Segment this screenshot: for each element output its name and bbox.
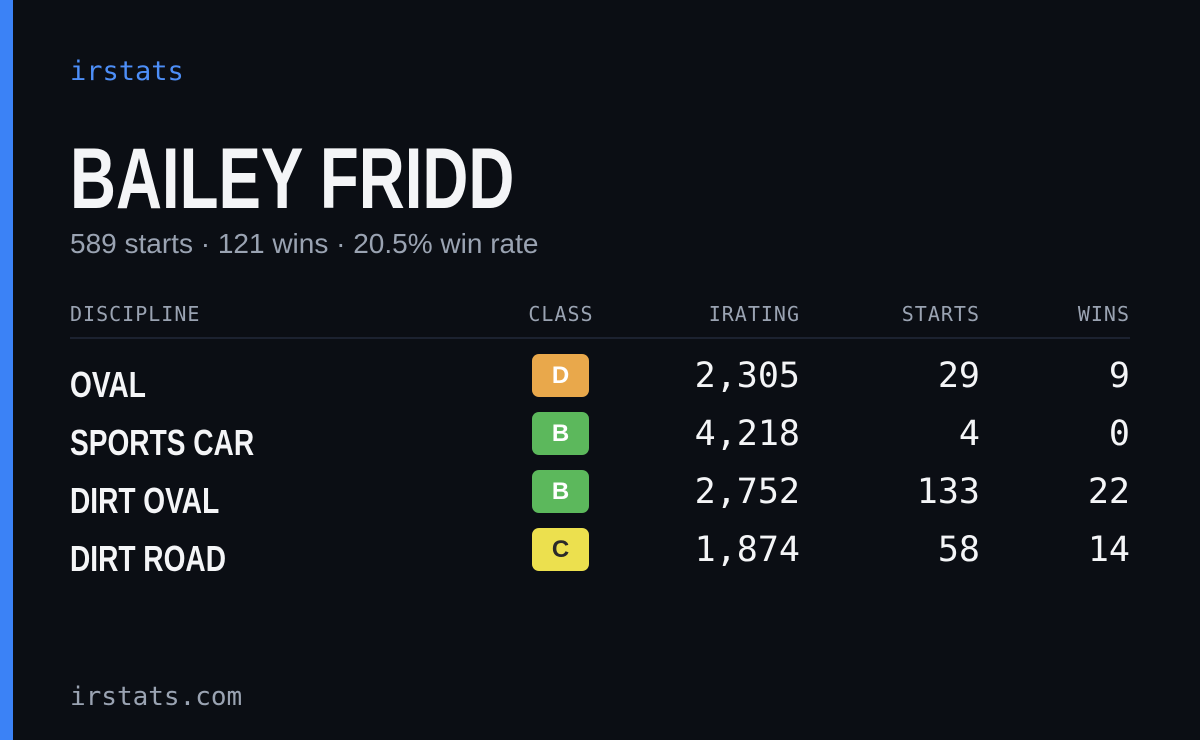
column-header: WINS bbox=[1077, 302, 1130, 326]
irating: 4,218 bbox=[694, 414, 800, 454]
wins: 9 bbox=[1108, 356, 1130, 396]
column-header: IRATING bbox=[708, 302, 800, 326]
starts: 58 bbox=[937, 530, 980, 570]
discipline: OVAL bbox=[70, 364, 146, 405]
header-rule bbox=[70, 337, 1130, 339]
starts: 4 bbox=[958, 414, 980, 454]
column-header: CLASS bbox=[528, 302, 594, 326]
driver-summary: 589 starts · 121 wins · 20.5% win rate bbox=[70, 228, 539, 259]
discipline: DIRT ROAD bbox=[70, 538, 226, 579]
discipline: SPORTS CAR bbox=[70, 422, 255, 463]
column-header: STARTS bbox=[901, 302, 980, 326]
footer: irstats.com bbox=[70, 682, 243, 712]
wins: 22 bbox=[1087, 472, 1130, 512]
driver-name: BAILEY FRIDD bbox=[70, 131, 515, 227]
starts: 133 bbox=[916, 472, 980, 512]
starts: 29 bbox=[937, 356, 980, 396]
class-badge: D bbox=[532, 354, 589, 397]
class-badge: C bbox=[532, 528, 589, 571]
irating: 2,752 bbox=[694, 472, 800, 512]
irating: 1,874 bbox=[694, 530, 800, 570]
irating: 2,305 bbox=[694, 356, 800, 396]
discipline: DIRT OVAL bbox=[70, 480, 220, 521]
wins: 0 bbox=[1108, 414, 1130, 454]
accent-bar bbox=[0, 0, 13, 740]
class-badge: B bbox=[532, 412, 589, 455]
brand: irstats bbox=[70, 56, 184, 87]
wins: 14 bbox=[1087, 530, 1130, 570]
column-header: DISCIPLINE bbox=[70, 302, 201, 326]
class-badge: B bbox=[532, 470, 589, 513]
